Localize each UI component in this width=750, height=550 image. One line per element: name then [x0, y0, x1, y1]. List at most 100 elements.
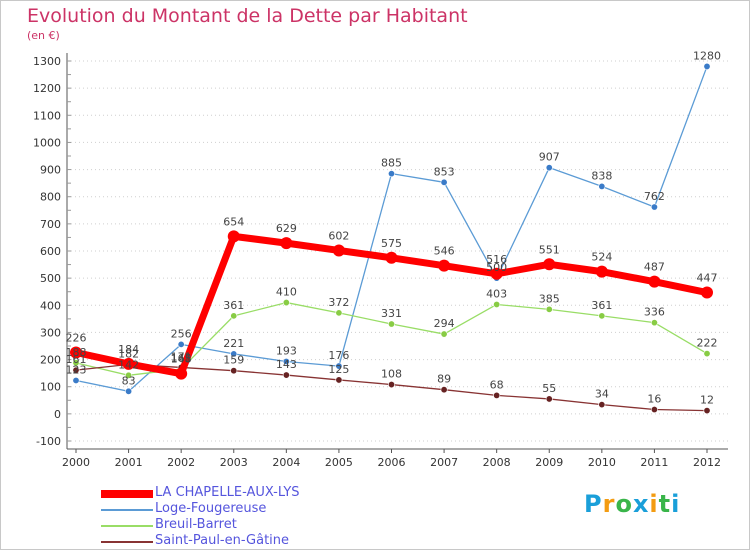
data-point [387, 320, 395, 328]
logo-letter: x [632, 490, 650, 518]
data-point [227, 230, 240, 243]
data-label: 176 [328, 349, 349, 362]
data-label: 34 [595, 388, 609, 401]
data-point [230, 367, 238, 375]
data-point [598, 312, 606, 320]
legend-item: Breuil-Barret [101, 517, 401, 534]
x-tick-label: 2001 [115, 456, 143, 469]
logo-letter: i [649, 490, 659, 518]
data-point [598, 401, 606, 409]
data-point [440, 386, 448, 394]
data-label: 654 [223, 215, 244, 228]
data-label: 89 [437, 373, 451, 386]
legend-swatch [101, 509, 153, 511]
y-tick-label: 100 [40, 381, 61, 394]
data-label: 222 [697, 337, 718, 350]
data-point [438, 259, 451, 272]
data-label: 159 [223, 354, 244, 367]
data-label: 885 [381, 157, 402, 170]
x-tick-label: 2011 [640, 456, 668, 469]
logo-letter: P [584, 490, 603, 518]
data-label: 123 [66, 363, 87, 376]
y-tick-label: 1100 [33, 109, 61, 122]
y-tick-label: 400 [40, 299, 61, 312]
data-label: 55 [542, 382, 556, 395]
x-tick-label: 2006 [378, 456, 406, 469]
x-tick-label: 2004 [272, 456, 300, 469]
legend-label: Breuil-Barret [155, 517, 237, 532]
data-label: 226 [66, 332, 87, 345]
data-label: 221 [223, 337, 244, 350]
legend-label: Loge-Fougereuse [155, 501, 267, 516]
data-label: 1280 [693, 49, 721, 62]
y-tick-label: 1000 [33, 136, 61, 149]
data-label: 184 [118, 343, 139, 356]
logo-letter: i [671, 490, 681, 518]
data-label: 487 [644, 261, 665, 274]
x-tick-label: 2008 [483, 456, 511, 469]
data-label: 143 [276, 358, 297, 371]
data-label: 165 [171, 352, 192, 365]
x-tick-label: 2002 [167, 456, 195, 469]
data-point [440, 178, 448, 186]
data-label: 148 [171, 353, 192, 366]
series-1 [72, 62, 711, 395]
data-labels: 226 184 148 654 629 602 575 546 516 551 524 487 447 1… [66, 49, 722, 406]
data-point [280, 237, 293, 250]
data-label: 500 [486, 261, 507, 274]
x-tick-label: 2000 [62, 456, 90, 469]
y-tick-label: 700 [40, 218, 61, 231]
data-point [650, 406, 658, 414]
data-point [335, 309, 343, 317]
gridlines [67, 60, 728, 442]
data-label: 161 [66, 353, 87, 366]
legend-item: LA CHAPELLE-AUX-LYS [101, 485, 401, 502]
y-tick-label: 600 [40, 245, 61, 258]
data-point [493, 300, 501, 308]
data-point [490, 267, 503, 280]
x-tick-label: 2007 [430, 456, 458, 469]
data-label: 551 [539, 243, 560, 256]
legend-swatch [101, 525, 153, 527]
legend-item: Saint-Paul-en-Gâtine [101, 533, 401, 550]
x-tick-label: 2012 [693, 456, 721, 469]
data-point [125, 371, 133, 379]
data-label: 68 [490, 378, 504, 391]
data-point [703, 407, 711, 415]
x-tick-label: 2009 [535, 456, 563, 469]
data-label: 575 [381, 237, 402, 250]
data-label: 331 [381, 307, 402, 320]
y-axis: 1300120011001000900800700600500400300200… [33, 53, 71, 449]
data-label: 142 [118, 358, 139, 371]
series-layer [70, 62, 713, 415]
chart-subtitle: (en €) [27, 29, 60, 42]
y-tick-label: 0 [54, 408, 61, 421]
data-point [122, 357, 135, 370]
data-label: 125 [328, 363, 349, 376]
data-label: 546 [434, 245, 455, 258]
data-point [545, 395, 553, 403]
data-label: 182 [118, 347, 139, 360]
data-point [335, 362, 343, 370]
legend-swatch [101, 490, 153, 498]
data-label: 602 [328, 229, 349, 242]
y-tick-label: -100 [36, 435, 61, 448]
legend-label: LA CHAPELLE-AUX-LYS [155, 485, 300, 500]
data-label: 108 [381, 368, 402, 381]
data-point [72, 359, 80, 367]
logo-letter: r [602, 490, 616, 518]
data-label: 410 [276, 286, 297, 299]
proxiti-logo: Proxiti [584, 490, 680, 518]
data-label: 16 [647, 393, 661, 406]
data-point [230, 350, 238, 358]
data-point [545, 164, 553, 172]
chart-title: Evolution du Montant de la Dette par Hab… [27, 5, 468, 27]
data-point [282, 299, 290, 307]
data-label: 838 [591, 169, 612, 182]
y-tick-label: 800 [40, 191, 61, 204]
x-tick-label: 2005 [325, 456, 353, 469]
data-point [282, 371, 290, 379]
legend-swatch [101, 541, 153, 543]
